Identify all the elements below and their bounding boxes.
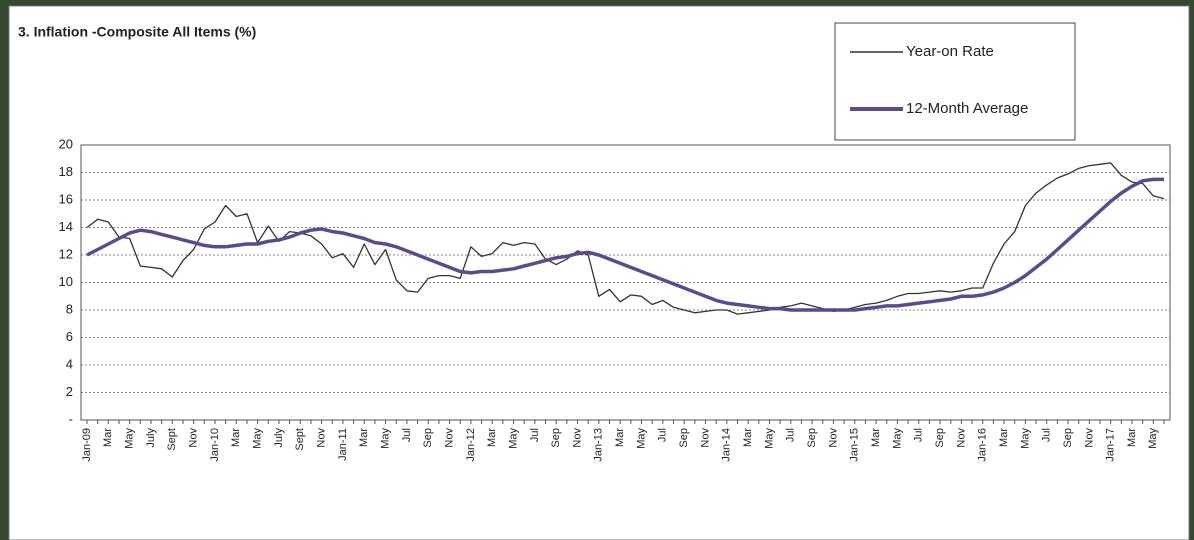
x-tick-label: Sept — [294, 428, 306, 451]
x-tick-label: May — [763, 428, 775, 449]
y-tick-label: 16 — [59, 191, 73, 206]
x-tick-label: Jan-10 — [209, 428, 221, 462]
x-tick-label: May — [379, 428, 391, 449]
x-tick-label: Mar — [230, 428, 242, 447]
x-tick-label: May — [507, 428, 519, 449]
x-tick-label: Jul — [913, 428, 925, 442]
x-tick-label: July — [273, 428, 285, 448]
x-tick-label: Jan-09 — [81, 428, 93, 462]
chart-title: 3. Inflation -Composite All Items (%) — [18, 24, 256, 40]
x-tick-label: Nov — [571, 428, 583, 448]
x-tick-label: Jul — [785, 428, 797, 442]
x-tick-label: Mar — [358, 428, 370, 447]
x-tick-label: Jul — [401, 428, 413, 442]
x-tick-label: May — [124, 428, 136, 449]
y-tick-label: 14 — [59, 219, 73, 234]
x-tick-label: Jan-11 — [337, 428, 349, 461]
y-tick-label: - — [69, 411, 73, 426]
x-tick-label: Sep — [1062, 428, 1074, 448]
x-tick-label: Nov — [955, 428, 967, 448]
x-tick-label: May — [891, 428, 903, 449]
y-tick-label: 12 — [59, 246, 73, 261]
y-tick-label: 4 — [66, 356, 73, 371]
x-tick-label: Sept — [166, 428, 178, 451]
x-tick-label: Mar — [998, 428, 1010, 447]
legend-label: Year-on Rate — [906, 43, 994, 60]
series-line — [86, 177, 1164, 312]
y-tick-label: 18 — [59, 164, 73, 179]
x-tick-label: Nov — [1083, 428, 1095, 448]
x-tick-label: Jan-17 — [1105, 428, 1117, 462]
x-tick-label: Jan-16 — [977, 428, 989, 462]
x-tick-label: Nov — [316, 428, 328, 448]
y-tick-label: 8 — [66, 301, 73, 316]
x-tick-label: Nov — [827, 428, 839, 448]
x-tick-label: May — [252, 428, 264, 449]
x-tick-label: Sep — [422, 428, 434, 448]
x-tick-label: Sep — [934, 428, 946, 448]
x-tick-label: May — [1019, 428, 1031, 449]
series-line — [86, 162, 1165, 315]
y-tick-label: 2 — [66, 384, 73, 399]
x-tick-label: May — [635, 428, 647, 449]
x-tick-label: May — [1147, 428, 1159, 449]
x-tick-label: Mar — [742, 428, 754, 447]
x-tick-label: Jul — [1041, 428, 1053, 442]
x-tick-label: Nov — [443, 428, 455, 448]
x-tick-label: Mar — [1126, 428, 1138, 447]
legend-box — [834, 22, 1076, 141]
x-tick-label: Mar — [486, 428, 498, 447]
y-tick-label: 10 — [59, 274, 73, 289]
x-tick-label: Mar — [614, 428, 626, 447]
x-tick-label: Jan-12 — [465, 428, 477, 462]
x-tick-label: Sep — [550, 428, 562, 448]
x-tick-label: Sep — [678, 428, 690, 448]
x-tick-label: Sep — [806, 428, 818, 448]
x-tick-label: Jan-15 — [849, 428, 861, 462]
x-tick-label: Nov — [188, 428, 200, 448]
x-tick-label: Nov — [699, 428, 711, 448]
legend-label: 12-Month Average — [906, 100, 1028, 117]
x-tick-label: Mar — [102, 428, 114, 447]
y-tick-label: 6 — [66, 329, 73, 344]
x-tick-label: Jul — [657, 428, 669, 442]
x-tick-label: Jan-13 — [593, 428, 605, 462]
x-tick-label: July — [145, 428, 157, 448]
x-tick-label: Mar — [870, 428, 882, 447]
x-tick-label: Jul — [529, 428, 541, 442]
x-tick-label: Jan-14 — [721, 428, 733, 462]
y-tick-label: 20 — [59, 136, 73, 151]
plot-area — [80, 144, 1171, 421]
